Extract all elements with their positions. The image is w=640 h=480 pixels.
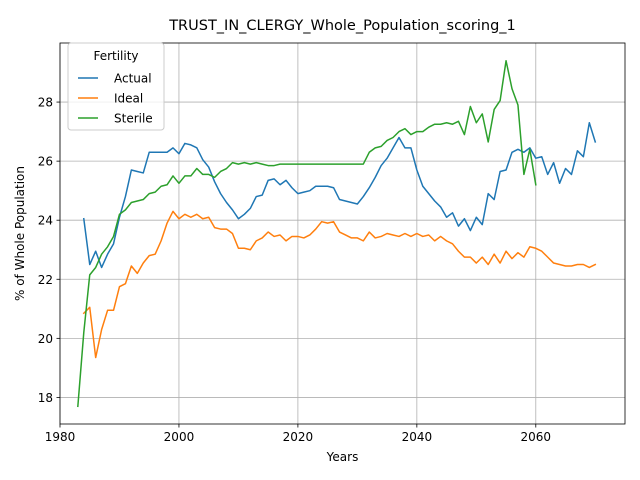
y-axis-label: % of Whole Population bbox=[13, 166, 27, 301]
y-tick-label: 18 bbox=[38, 391, 53, 405]
legend-title: Fertility bbox=[93, 49, 138, 63]
y-tick-label: 28 bbox=[38, 96, 53, 110]
x-tick-label: 2040 bbox=[402, 430, 433, 444]
series-line-ideal bbox=[82, 210, 597, 359]
x-tick-label: 1980 bbox=[45, 430, 76, 444]
y-tick-label: 22 bbox=[38, 273, 53, 287]
x-tick-label: 2000 bbox=[164, 430, 195, 444]
x-tick-label: 2060 bbox=[521, 430, 552, 444]
plot-frame bbox=[59, 42, 626, 425]
legend-box bbox=[67, 42, 165, 131]
x-tick-label: 2020 bbox=[283, 430, 314, 444]
grid bbox=[59, 43, 625, 424]
chart-title: TRUST_IN_CLERGY_Whole_Population_scoring… bbox=[168, 18, 516, 34]
legend-label-actual: Actual bbox=[114, 72, 152, 86]
legend-label-sterile: Sterile bbox=[114, 112, 153, 126]
y-tick-label: 20 bbox=[38, 332, 53, 346]
series-lines bbox=[77, 59, 597, 408]
y-tick-label: 26 bbox=[38, 155, 53, 169]
legend-entries: Actual Ideal Sterile bbox=[78, 72, 153, 126]
legend-label-ideal: Ideal bbox=[114, 92, 143, 106]
x-axis-label: Years bbox=[326, 450, 359, 464]
legend: Fertility Actual Ideal Sterile bbox=[67, 42, 165, 131]
axis-ticks: 1980 2000 2020 2040 2060 18 20 22 24 26 28 bbox=[38, 96, 551, 444]
series-line-sterile bbox=[77, 59, 537, 408]
series-line-actual bbox=[82, 121, 597, 269]
y-tick-label: 24 bbox=[38, 214, 53, 228]
